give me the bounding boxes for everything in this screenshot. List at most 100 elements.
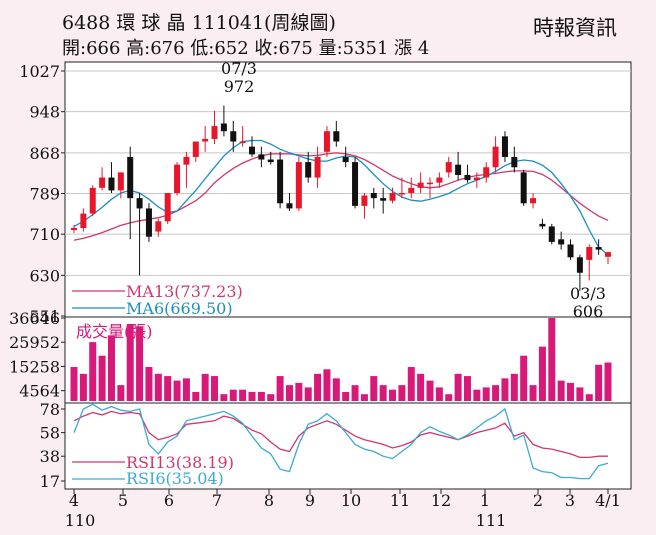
candle-body: [155, 221, 162, 232]
source-label: 時報資訊: [533, 16, 617, 40]
price-tick-label: 948: [29, 103, 60, 122]
x-tick-label: 3: [565, 491, 575, 510]
volume-bar: [398, 385, 406, 401]
volume-bar: [342, 391, 350, 401]
candle-body: [267, 159, 274, 163]
volume-tick-label: 25952: [9, 333, 60, 352]
candle-body: [530, 198, 537, 204]
candle-body: [314, 156, 321, 178]
volume-bar: [154, 373, 162, 401]
candle-body: [258, 154, 265, 160]
x-tick-label: 4/1: [595, 491, 621, 510]
volume-bar: [323, 369, 331, 401]
volume-bar: [211, 376, 219, 401]
candle-body: [558, 239, 565, 245]
candle-body: [295, 162, 302, 209]
rsi13-legend-label: RSI13(38.19): [126, 453, 234, 472]
candle-body: [436, 177, 443, 183]
candle-body: [127, 156, 134, 199]
price-tick-label: 868: [29, 144, 60, 163]
x-tick-label: 11: [390, 491, 410, 510]
x-tick-label: 2: [533, 491, 543, 510]
volume-bar: [445, 394, 453, 401]
ohlc-summary: 開:666 高:676 低:652 收:675 量:5351 漲 4: [62, 38, 430, 59]
x-tick-label: 1: [480, 491, 490, 510]
volume-tick-label: 15258: [9, 357, 60, 376]
candle-body: [108, 177, 115, 191]
candle-body: [576, 257, 583, 273]
rsi-tick-label: 17: [40, 472, 60, 491]
volume-bar: [370, 376, 378, 401]
volume-bar: [182, 378, 190, 401]
volume-bar: [567, 382, 575, 401]
volume-bar: [276, 376, 284, 401]
rsi-tick-label: 38: [40, 447, 60, 466]
candle-body: [136, 198, 143, 209]
candle-body: [427, 182, 433, 185]
volume-bar: [351, 385, 359, 401]
volume-bar: [295, 382, 303, 401]
price-tick-label: 710: [29, 225, 60, 244]
volume-bar: [557, 380, 565, 401]
volume-bar: [285, 385, 293, 401]
candle-body: [483, 167, 490, 178]
x-tick-label: 7: [212, 491, 222, 510]
volume-bar: [117, 385, 125, 401]
volume-bar: [548, 318, 556, 401]
volume-bar: [417, 373, 425, 401]
volume-bar: [70, 367, 78, 401]
candle-body: [389, 192, 396, 201]
volume-bar: [482, 387, 490, 401]
candle-body: [80, 213, 87, 228]
candle-body: [183, 156, 190, 165]
high-annotation-date: 07/3: [221, 59, 257, 78]
volume-bar: [435, 387, 443, 401]
candle-body: [605, 252, 611, 257]
volume-bar: [379, 385, 387, 401]
volume-bar: [604, 362, 612, 401]
candle-body: [595, 247, 602, 250]
candle-body: [333, 131, 340, 142]
rsi6-line: [73, 403, 609, 480]
plot-area: [64, 61, 632, 405]
volume-bar: [239, 389, 247, 401]
volume-bar: [520, 355, 528, 401]
candle-body: [89, 187, 96, 214]
candle-body: [586, 247, 593, 260]
candle-body: [202, 138, 209, 142]
volume-bar: [229, 389, 237, 401]
volume-bar: [314, 373, 322, 401]
volume-bar: [510, 373, 518, 401]
volume-bar: [360, 394, 368, 401]
candle-body: [249, 146, 255, 155]
x-tick-label: 8: [264, 491, 274, 510]
x-tick-label: 5: [118, 491, 128, 510]
candle-body: [464, 174, 471, 181]
candle-body: [520, 172, 527, 204]
candle-body: [277, 159, 284, 204]
candle-body: [445, 162, 452, 173]
ma6-legend-label: MA6(669.50): [126, 299, 233, 318]
volume-bar: [576, 387, 584, 401]
volume-bar: [107, 335, 115, 401]
candle-body: [380, 198, 387, 201]
volume-bar: [389, 389, 397, 401]
volume-tick-label: 36646: [9, 309, 60, 328]
volume-bar: [595, 364, 603, 401]
price-tick-label: 630: [29, 266, 60, 285]
rsi-tick-label: 58: [40, 424, 60, 443]
candle-body: [370, 192, 377, 199]
candle-body: [71, 227, 77, 231]
volume-bar: [201, 373, 209, 401]
price-tick-label: 789: [29, 185, 60, 204]
volume-bar: [492, 385, 500, 401]
price-tick-label: 1027: [19, 62, 60, 81]
volume-bar: [248, 391, 256, 401]
candle-body: [455, 164, 462, 175]
candle-body: [352, 162, 359, 206]
volume-bar: [267, 394, 275, 401]
volume-bar: [98, 355, 106, 401]
volume-bar: [126, 323, 134, 401]
candle-body: [117, 172, 124, 191]
